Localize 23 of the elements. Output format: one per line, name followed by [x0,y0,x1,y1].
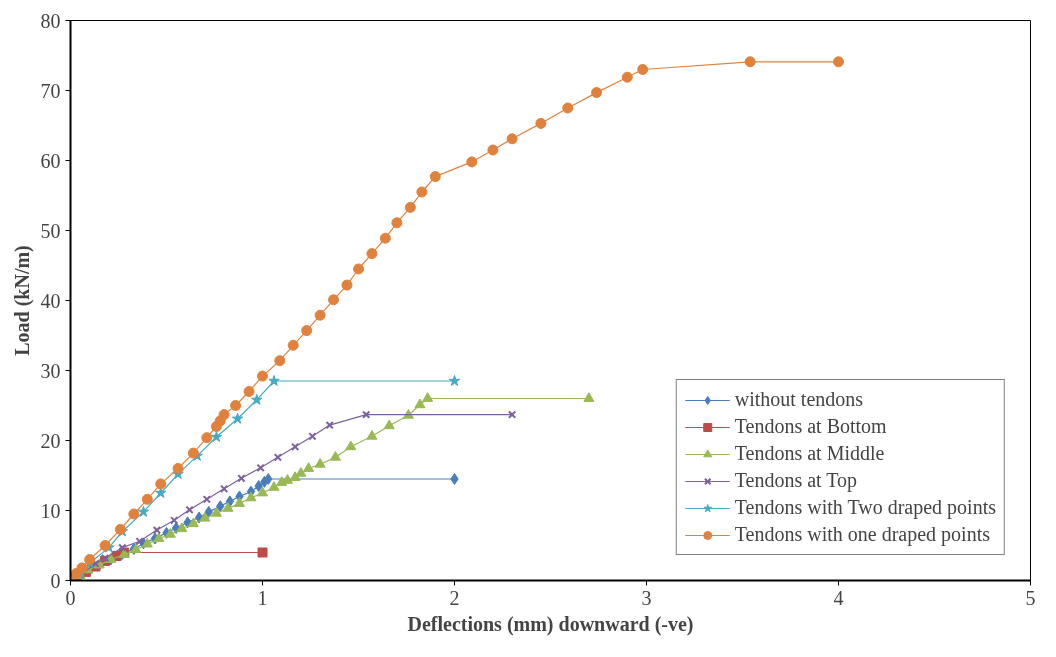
legend-label: Tendons at Top [734,469,858,492]
y-tick-label: 30 [40,359,61,382]
y-tick-label: 20 [40,429,61,452]
y-tick-label: 40 [40,289,61,312]
legend-label: Tendons with Two draped points [734,496,996,519]
legend-label: Tendons with one draped points [734,523,990,546]
y-tick-label: 60 [40,149,61,172]
x-tick-label: 5 [1025,586,1036,609]
y-tick-label: 50 [40,219,61,242]
x-tick-label: 2 [449,586,460,609]
x-tick-label: 3 [641,586,652,609]
legend-label: Tendons at Middle [734,442,885,465]
y-tick-label: 10 [40,499,61,522]
y-axis-title: Load (kN/m) [10,245,34,356]
y-tick-label: 80 [40,9,61,32]
x-axis-title: Deflections (mm) downward (-ve) [407,612,694,636]
x-tick-label: 1 [257,586,268,609]
legend-label: Tendons at Bottom [734,415,887,438]
legend-label: without tendons [734,388,864,411]
x-tick-label: 4 [833,586,844,609]
y-tick-label: 70 [40,79,61,102]
x-tick-label: 0 [65,586,76,609]
y-tick-label: 0 [50,569,61,592]
